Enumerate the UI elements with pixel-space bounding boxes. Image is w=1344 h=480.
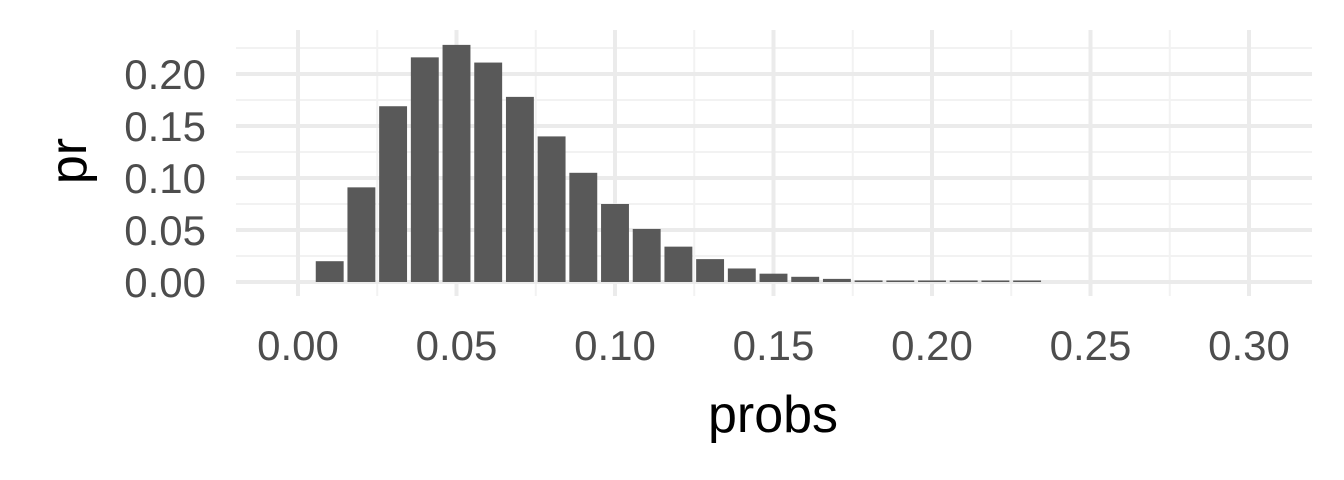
x-tick-label: 0.15 [733,322,815,369]
x-tick-label: 0.30 [1208,322,1290,369]
bar [537,136,566,282]
y-axis-title: pr [40,138,98,184]
bar [505,96,534,282]
x-tick-label: 0.00 [257,322,339,369]
bar [569,172,598,282]
bar [791,276,820,282]
bar [981,280,1010,282]
bar [886,280,915,282]
bar [315,261,344,282]
y-tick-label: 0.10 [124,155,206,202]
bar [632,228,661,282]
bar [1013,280,1042,282]
x-tick-labels: 0.00 0.05 0.10 0.15 0.20 0.25 0.30 [257,322,1290,369]
bars [315,44,1042,283]
bar [854,280,883,282]
x-tick-label: 0.10 [574,322,656,369]
x-tick-label: 0.25 [1050,322,1132,369]
bar [759,273,788,282]
bar [918,280,946,282]
bar [949,280,978,282]
bar [474,62,503,283]
y-tick-labels: 0.00 0.05 0.10 0.15 0.20 [124,51,206,306]
bar [347,187,376,282]
bar [696,259,725,282]
bar [410,57,439,282]
bar [822,278,851,282]
bar [379,106,408,283]
x-tick-label: 0.05 [416,322,498,369]
bar [601,204,629,282]
y-tick-label: 0.20 [124,51,206,98]
x-tick-label: 0.20 [891,322,973,369]
bar [442,44,471,282]
bar [727,268,756,282]
y-tick-label: 0.05 [124,207,206,254]
y-tick-label: 0.15 [124,103,206,150]
x-axis-title: probs [708,386,838,444]
y-tick-label: 0.00 [124,259,206,306]
bar [664,246,693,282]
